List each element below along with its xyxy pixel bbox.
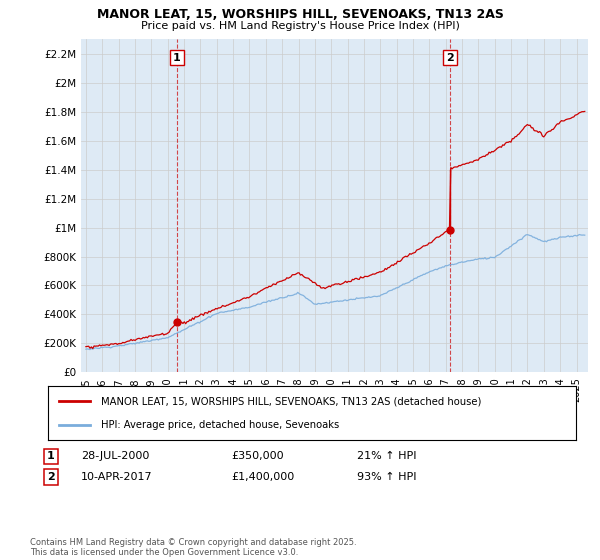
Text: 93% ↑ HPI: 93% ↑ HPI — [357, 472, 416, 482]
Text: 2: 2 — [47, 472, 55, 482]
Text: £1,400,000: £1,400,000 — [231, 472, 294, 482]
Text: MANOR LEAT, 15, WORSHIPS HILL, SEVENOAKS, TN13 2AS: MANOR LEAT, 15, WORSHIPS HILL, SEVENOAKS… — [97, 8, 503, 21]
Text: HPI: Average price, detached house, Sevenoaks: HPI: Average price, detached house, Seve… — [101, 419, 339, 430]
Text: 10-APR-2017: 10-APR-2017 — [81, 472, 152, 482]
Text: 1: 1 — [47, 451, 55, 461]
Text: 21% ↑ HPI: 21% ↑ HPI — [357, 451, 416, 461]
Text: 2: 2 — [446, 53, 454, 63]
Text: Contains HM Land Registry data © Crown copyright and database right 2025.
This d: Contains HM Land Registry data © Crown c… — [30, 538, 356, 557]
Text: 28-JUL-2000: 28-JUL-2000 — [81, 451, 149, 461]
Text: £350,000: £350,000 — [231, 451, 284, 461]
Text: 1: 1 — [173, 53, 181, 63]
Text: Price paid vs. HM Land Registry's House Price Index (HPI): Price paid vs. HM Land Registry's House … — [140, 21, 460, 31]
Text: MANOR LEAT, 15, WORSHIPS HILL, SEVENOAKS, TN13 2AS (detached house): MANOR LEAT, 15, WORSHIPS HILL, SEVENOAKS… — [101, 396, 481, 407]
